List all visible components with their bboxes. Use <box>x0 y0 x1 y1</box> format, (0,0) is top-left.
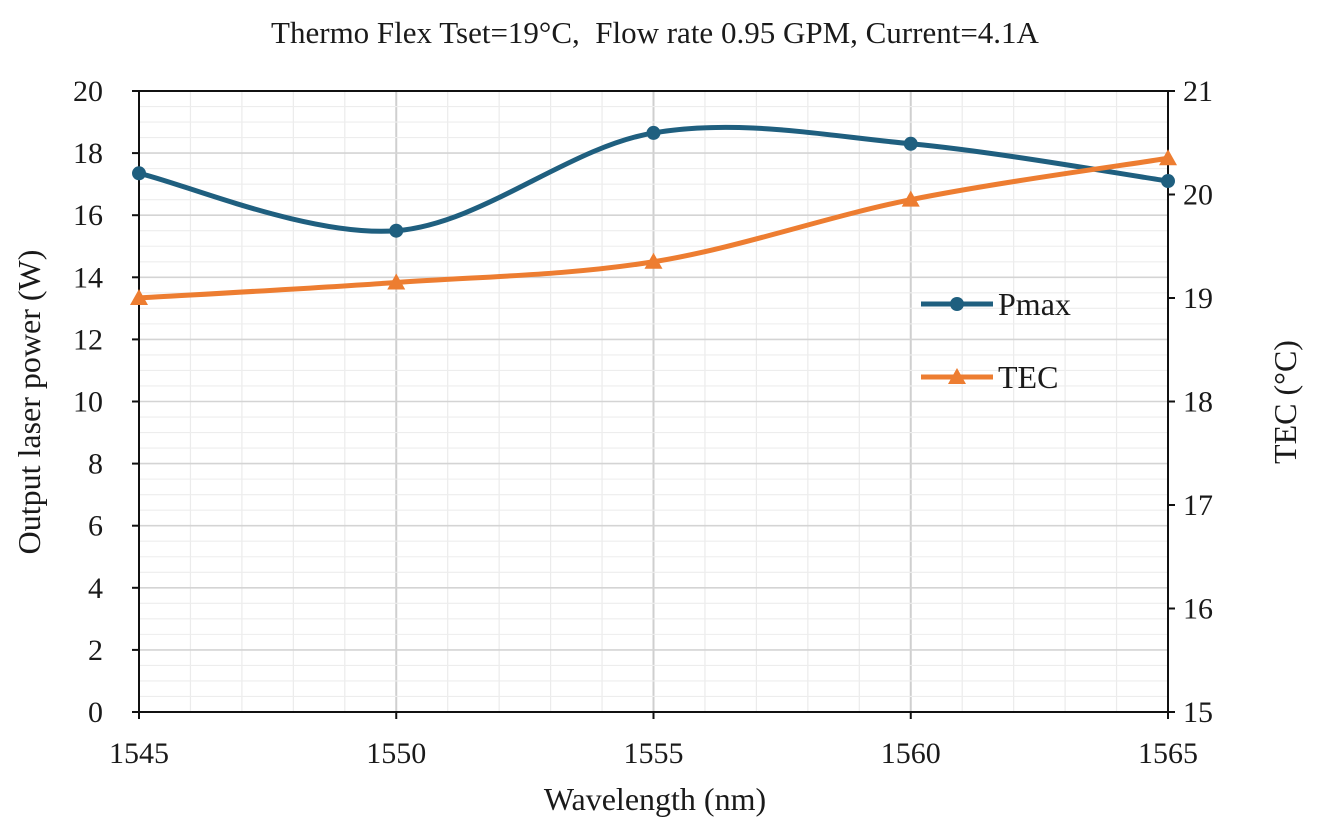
legend: Pmax TEC <box>921 286 1071 395</box>
legend-item-pmax: Pmax <box>921 286 1071 322</box>
y2-tick-label: 15 <box>1183 696 1213 729</box>
y2-tick-label: 18 <box>1183 386 1213 419</box>
y-tick-label: 2 <box>88 634 103 667</box>
y-tick-label: 6 <box>88 510 103 543</box>
y2-axis-ticks: 15 16 17 18 19 20 21 <box>1168 75 1213 729</box>
x-tick-label: 1565 <box>1138 737 1198 770</box>
data-point-pmax <box>389 223 404 238</box>
y2-tick-label: 20 <box>1183 179 1213 212</box>
y2-tick-label: 21 <box>1183 75 1213 108</box>
y-axis-label: Output laser power (W) <box>11 250 47 555</box>
y-tick-label: 8 <box>88 448 103 481</box>
x-axis-label: Wavelength (nm) <box>544 781 766 817</box>
data-point-tec <box>1159 149 1177 166</box>
data-point-pmax <box>903 136 918 151</box>
legend-label-tec: TEC <box>998 359 1058 395</box>
data-point-pmax <box>1161 174 1175 189</box>
legend-marker-tec <box>948 368 966 384</box>
series-tec <box>130 149 1177 305</box>
legend-label-pmax: Pmax <box>998 286 1071 322</box>
y-tick-label: 4 <box>88 572 103 605</box>
series-pmax <box>132 124 1175 238</box>
chart-title: Thermo Flex Tset=19°C, Flow rate 0.95 GP… <box>271 15 1040 50</box>
y2-tick-label: 19 <box>1183 282 1213 315</box>
legend-item-tec: TEC <box>921 359 1058 395</box>
y-tick-label: 14 <box>73 261 103 294</box>
x-tick-label: 1560 <box>881 737 941 770</box>
data-point-tec <box>901 190 920 207</box>
y-tick-label: 18 <box>73 137 103 170</box>
x-tick-label: 1555 <box>624 737 684 770</box>
y2-axis-label: TEC (°C) <box>1267 340 1303 464</box>
data-point-tec <box>387 273 406 290</box>
data-point-tec <box>130 289 148 305</box>
data-point-pmax <box>132 166 146 181</box>
x-tick-label: 1550 <box>366 737 426 770</box>
data-point-pmax <box>646 125 661 140</box>
y-tick-label: 12 <box>73 323 103 356</box>
y-tick-label: 10 <box>73 386 103 419</box>
y-axis-ticks: 0 2 4 6 8 10 12 14 16 18 20 <box>73 75 139 729</box>
plot-grid <box>139 91 1168 712</box>
y-tick-label: 0 <box>88 696 103 729</box>
x-axis-ticks: 1545 1550 1555 1560 1565 <box>109 712 1198 770</box>
x-tick-label: 1545 <box>109 737 169 770</box>
legend-marker-pmax <box>950 297 964 311</box>
y2-tick-label: 17 <box>1183 489 1213 522</box>
data-point-tec <box>644 252 663 269</box>
y-tick-label: 20 <box>73 75 103 108</box>
y-tick-label: 16 <box>73 199 103 232</box>
y2-tick-label: 16 <box>1183 593 1213 626</box>
series-layer <box>130 124 1177 305</box>
